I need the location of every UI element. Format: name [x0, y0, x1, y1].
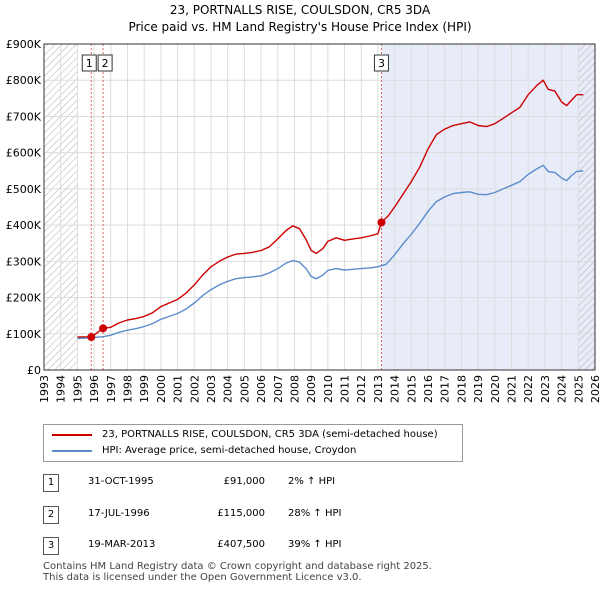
x-tick-label: 1994: [55, 375, 68, 403]
price-chart: £0 £100K £200K £300K £400K £500K £600K £700K £80…: [6, 38, 600, 403]
transaction-hpi-change: 28% ↑ HPI: [288, 508, 342, 519]
x-tick-label: 2009: [305, 375, 318, 403]
x-tick-label: 2016: [422, 375, 435, 403]
sale-point: [87, 333, 96, 342]
x-tick-label: 2018: [455, 375, 468, 403]
legend-swatch-hpi: [52, 450, 92, 452]
sale-number-label: 1: [86, 57, 93, 70]
x-tick-label: 2003: [205, 375, 218, 403]
y-tick-label: £300K: [6, 255, 42, 268]
sale-number-label: 3: [378, 57, 385, 70]
y-tick-label: £800K: [6, 74, 42, 87]
transaction-price: £115,000: [217, 508, 265, 519]
y-tick-label: £100K: [6, 328, 42, 341]
x-tick-label: 2012: [355, 375, 368, 403]
legend-label-hpi: HPI: Average price, semi-detached house,…: [102, 445, 357, 456]
x-tick-label: 2013: [372, 375, 385, 403]
chart-title: 23, PORTNALLS RISE, COULSDON, CR5 3DA Pr…: [0, 2, 600, 36]
x-tick-label: 1999: [138, 375, 151, 403]
x-tick-label: 2025: [572, 375, 585, 403]
x-tick-label: 2019: [472, 375, 485, 403]
x-tick-label: 1993: [38, 375, 51, 403]
x-tick-label: 2008: [288, 375, 301, 403]
plot-frame: [43, 43, 596, 371]
transaction-date: 19-MAR-2013: [88, 539, 156, 550]
y-tick-label: £0: [27, 364, 41, 377]
sale-point: [377, 218, 386, 227]
x-tick-label: 1998: [121, 375, 134, 403]
sale-point: [99, 324, 108, 333]
x-tick-label: 2017: [439, 375, 452, 403]
sale-number-label: 2: [102, 57, 109, 70]
y-tick-label: £600K: [6, 147, 42, 160]
series-line-property: [77, 79, 584, 338]
sale-number-box: [373, 54, 389, 72]
y-tick-label: £500K: [6, 183, 42, 196]
x-tick-label: 2026: [589, 375, 600, 403]
x-tick-label: 2007: [272, 375, 285, 403]
footer-attribution: Contains HM Land Registry data © Crown c…: [43, 561, 432, 583]
transaction-number: 3: [43, 537, 59, 555]
post-sale-shade: [381, 44, 595, 370]
x-tick-label: 2010: [322, 375, 335, 403]
x-tick-label: 2001: [172, 375, 185, 403]
transaction-hpi-change: 2% ↑ HPI: [288, 476, 336, 487]
x-tick-label: 2023: [539, 375, 552, 403]
legend-swatch-property: [52, 434, 92, 436]
x-tick-label: 1995: [71, 375, 84, 403]
x-tick-label: 2006: [255, 375, 268, 403]
legend-label-property: 23, PORTNALLS RISE, COULSDON, CR5 3DA (s…: [102, 429, 438, 440]
y-tick-label: £400K: [6, 219, 42, 232]
sale-number-box: [97, 54, 113, 72]
transaction-number: 2: [43, 506, 59, 524]
x-tick-label: 2024: [556, 375, 569, 403]
transaction-price: £407,500: [217, 539, 265, 550]
x-tick-label: 2014: [389, 375, 402, 403]
chart-title-line1: 23, PORTNALLS RISE, COULSDON, CR5 3DA: [169, 3, 431, 17]
transaction-date: 31-OCT-1995: [88, 476, 154, 487]
transaction-hpi-change: 39% ↑ HPI: [288, 539, 342, 550]
y-tick-label: £200K: [6, 292, 42, 305]
transaction-price: £91,000: [223, 476, 265, 487]
x-tick-label: 2011: [339, 375, 352, 403]
x-tick-label: 1997: [105, 375, 118, 403]
chart-subtitle: Price paid vs. HM Land Registry's House …: [128, 20, 472, 34]
chart-legend: 23, PORTNALLS RISE, COULSDON, CR5 3DA (s…: [43, 424, 463, 462]
sale-number-box: [81, 54, 97, 72]
x-tick-label: 2000: [155, 375, 168, 403]
hatch-region-end: [578, 44, 595, 370]
x-tick-label: 1996: [88, 375, 101, 403]
x-tick-label: 2020: [489, 375, 502, 403]
x-tick-label: 2004: [222, 375, 235, 403]
x-tick-label: 2002: [188, 375, 201, 403]
y-tick-label: £900K: [6, 38, 42, 51]
transaction-number: 1: [43, 474, 59, 492]
x-tick-label: 2022: [522, 375, 535, 403]
y-tick-label: £700K: [6, 110, 42, 123]
x-tick-label: 2005: [238, 375, 251, 403]
x-tick-label: 2021: [506, 375, 519, 403]
transaction-date: 17-JUL-1996: [88, 508, 150, 519]
series-line-hpi: [77, 164, 584, 340]
x-tick-label: 2015: [405, 375, 418, 403]
